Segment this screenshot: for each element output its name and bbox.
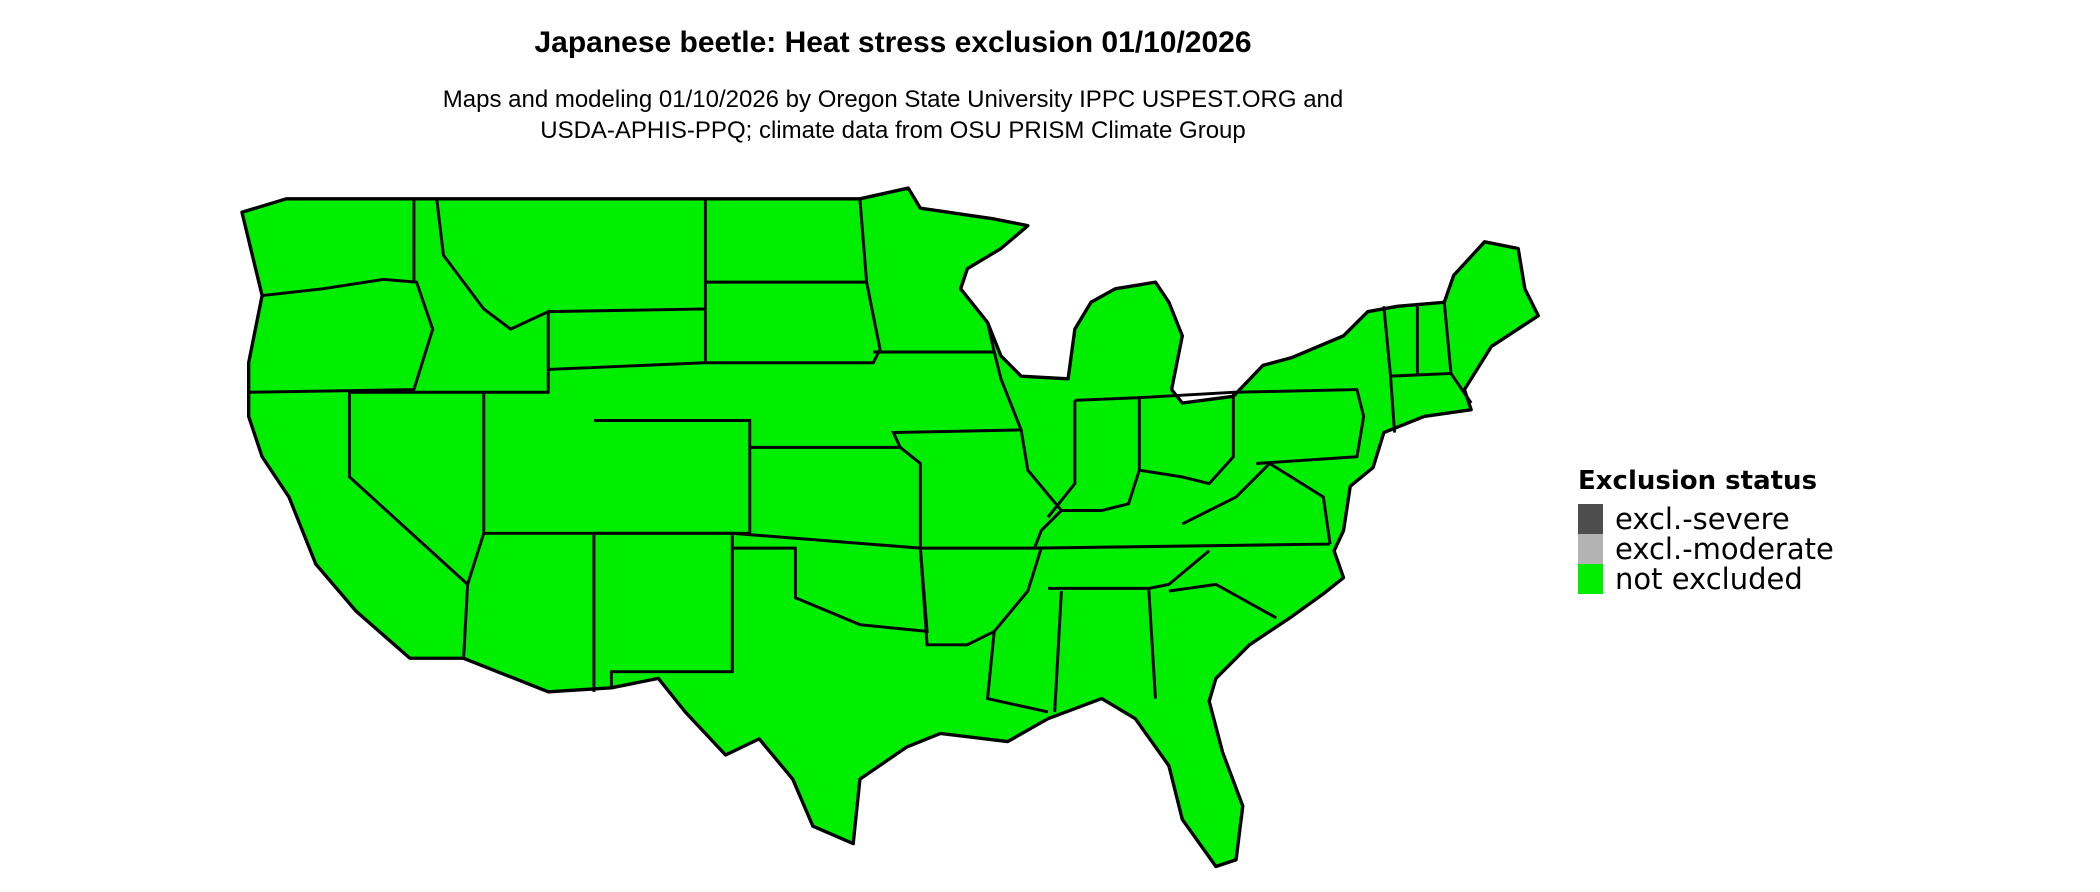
legend: Exclusion status excl.-severe excl.-mode… bbox=[1578, 466, 1834, 596]
us-outline bbox=[240, 186, 1540, 869]
legend-swatch bbox=[1578, 504, 1603, 534]
legend-item-not-excluded: not excluded bbox=[1578, 562, 1834, 596]
legend-item-moderate: excl.-moderate bbox=[1578, 532, 1834, 566]
legend-label: not excluded bbox=[1615, 562, 1803, 596]
legend-item-severe: excl.-severe bbox=[1578, 502, 1834, 536]
map-subtitle: Maps and modeling 01/10/2026 by Oregon S… bbox=[0, 84, 1786, 146]
legend-title: Exclusion status bbox=[1578, 466, 1818, 496]
legend-swatch bbox=[1578, 564, 1603, 594]
subtitle-line-1: Maps and modeling 01/10/2026 by Oregon S… bbox=[442, 86, 1344, 113]
legend-swatch bbox=[1578, 534, 1603, 564]
subtitle-line-2: USDA-APHIS-PPQ; climate data from OSU PR… bbox=[540, 117, 1246, 144]
state-borders bbox=[248, 198, 1473, 714]
map-title: Japanese beetle: Heat stress exclusion 0… bbox=[534, 26, 1252, 59]
legend-label: excl.-moderate bbox=[1615, 532, 1834, 566]
legend-label: excl.-severe bbox=[1615, 502, 1790, 536]
